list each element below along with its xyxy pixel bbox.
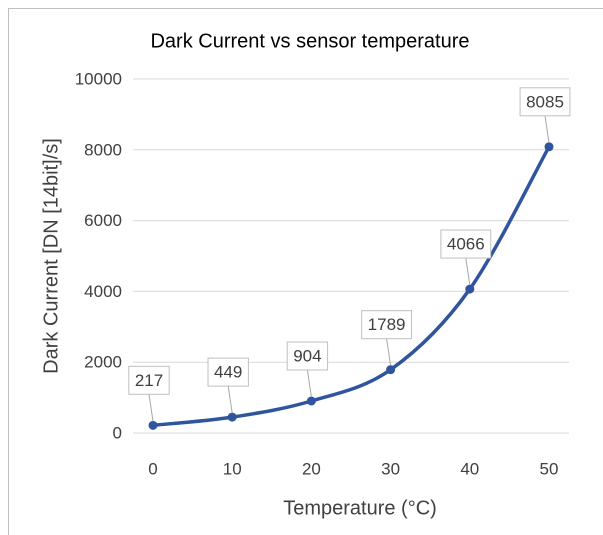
data-label: 8085 xyxy=(519,87,571,117)
y-tick-label: 2000 xyxy=(84,353,122,372)
label-leader xyxy=(227,386,233,414)
data-point xyxy=(227,412,237,422)
label-leader xyxy=(386,338,392,366)
chart-border xyxy=(8,8,603,535)
data-point xyxy=(148,420,158,430)
data-label: 904 xyxy=(286,341,329,371)
data-label-text: 904 xyxy=(293,346,321,365)
data-label: 217 xyxy=(128,365,170,395)
data-label-box xyxy=(128,365,170,395)
x-tick-label: 10 xyxy=(223,459,242,478)
y-tick-label: 4000 xyxy=(84,282,122,301)
y-tick-label: 6000 xyxy=(84,211,122,230)
label-leader xyxy=(148,394,154,422)
x-tick-label: 30 xyxy=(381,459,400,478)
data-label-box xyxy=(361,310,413,340)
data-label-text: 4066 xyxy=(447,235,485,254)
data-label-box xyxy=(286,341,329,371)
data-label: 4066 xyxy=(440,229,492,259)
label-leader xyxy=(544,115,550,143)
data-label-text: 217 xyxy=(135,371,163,390)
data-point xyxy=(544,142,554,152)
x-tick-label: 20 xyxy=(302,459,321,478)
x-tick-label: 50 xyxy=(540,459,559,478)
y-axis-title: Dark Current [DN [14bit]/s] xyxy=(40,138,62,374)
y-tick-label: 8000 xyxy=(84,140,122,159)
data-point xyxy=(306,396,316,406)
data-label-box xyxy=(440,229,492,259)
data-label-text: 1789 xyxy=(368,315,406,334)
y-tick-label: 10000 xyxy=(75,69,122,88)
data-point xyxy=(386,365,396,375)
data-label-text: 449 xyxy=(214,363,242,382)
y-tick-label: 0 xyxy=(113,423,122,442)
data-label: 1789 xyxy=(361,310,413,340)
data-label-box xyxy=(519,87,571,117)
chart-title: Dark Current vs sensor temperature xyxy=(150,30,469,52)
data-label-box xyxy=(207,357,249,387)
data-label: 449 xyxy=(207,357,249,387)
data-label-text: 8085 xyxy=(526,92,564,111)
data-point xyxy=(465,284,475,294)
x-tick-label: 0 xyxy=(148,459,157,478)
label-leader xyxy=(465,257,471,286)
x-tick-label: 40 xyxy=(460,459,479,478)
x-axis-title: Temperature (°C) xyxy=(283,497,437,519)
label-leader xyxy=(306,369,312,398)
